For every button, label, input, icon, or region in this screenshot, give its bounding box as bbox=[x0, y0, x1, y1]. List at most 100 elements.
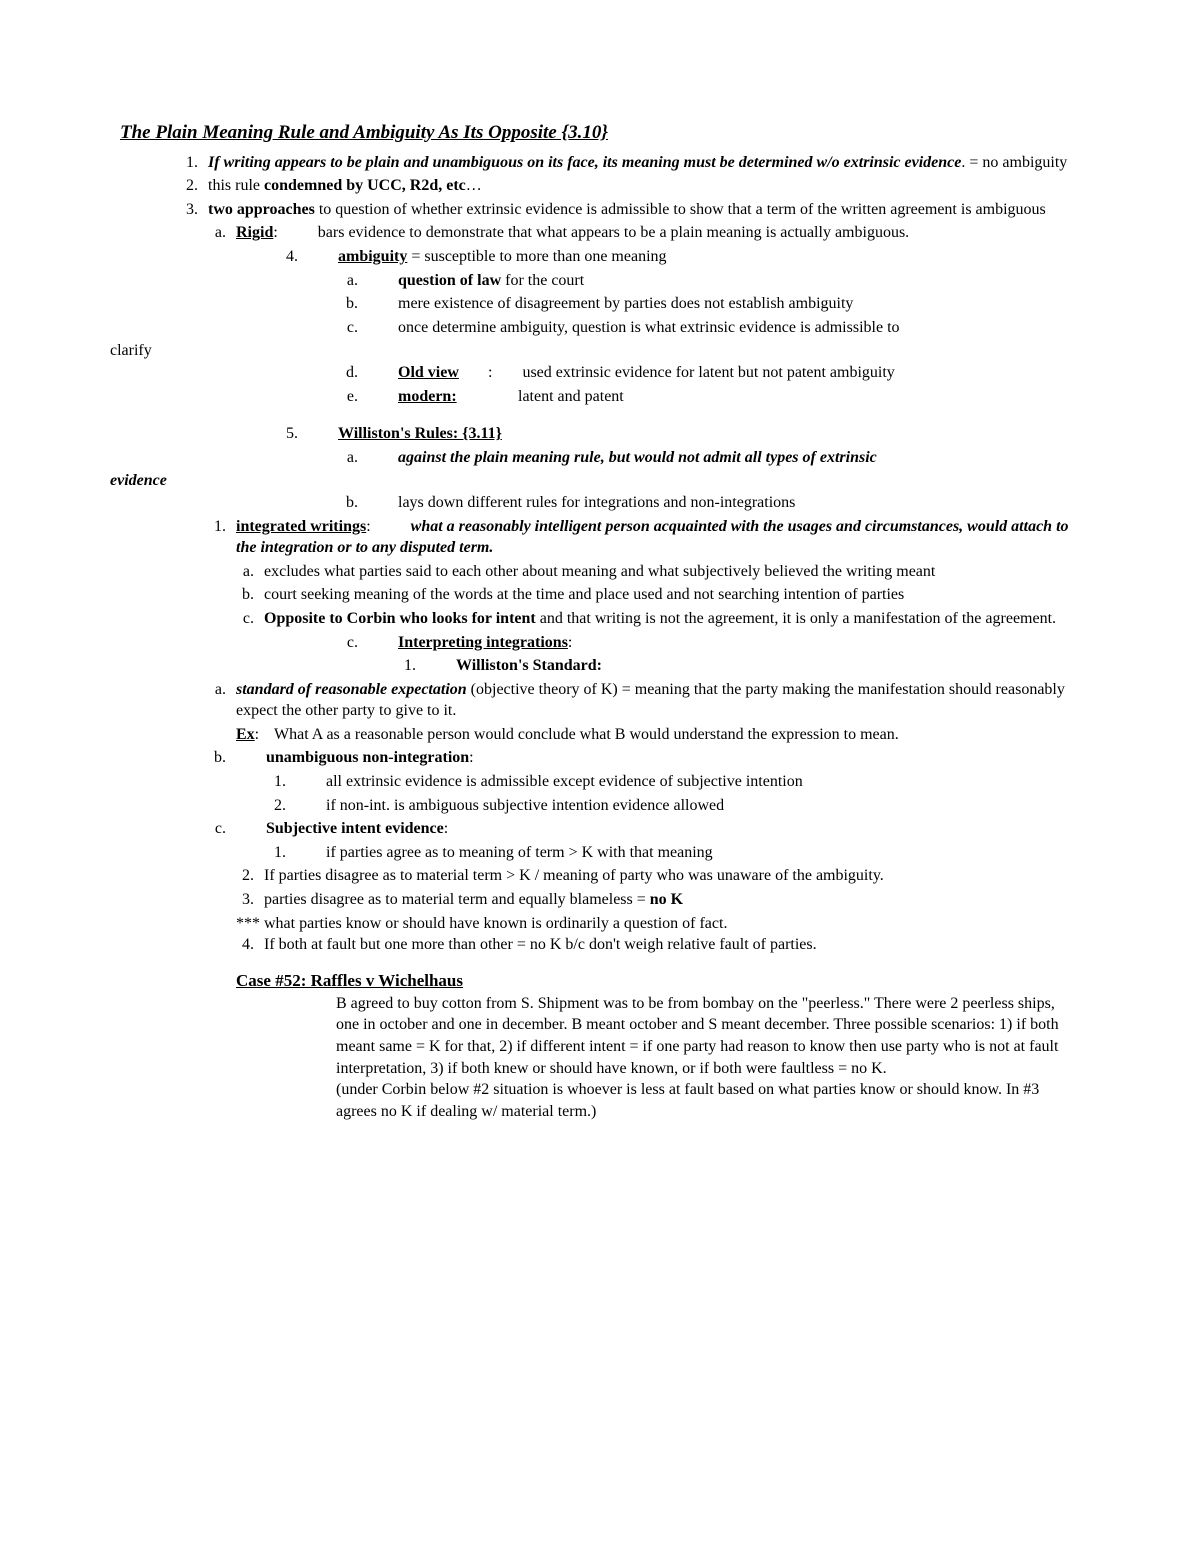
item-4a-letter: a. bbox=[340, 270, 358, 292]
item-2-bold: condemned by UCC, R2d, etc bbox=[264, 177, 466, 194]
item-4a: a. question of law for the court bbox=[340, 270, 1080, 292]
subj-2-content: If parties disagree as to material term … bbox=[264, 865, 1080, 887]
outline-continued-2: b. lays down different rules for integra… bbox=[180, 492, 1080, 1122]
ex-text: What A as a reasonable person would conc… bbox=[274, 724, 1080, 746]
item-4d-letter: d. bbox=[340, 362, 358, 384]
item-4b-content: mere existence of disagreement by partie… bbox=[368, 293, 1080, 315]
case-block: Case #52: Raffles v Wichelhaus B agreed … bbox=[236, 970, 1080, 1123]
subj-4: 4. If both at fault but one more than ot… bbox=[236, 934, 1080, 956]
item-5a: a. against the plain meaning rule, but w… bbox=[340, 447, 1080, 469]
item-1-tail: . = no ambiguity bbox=[961, 154, 1067, 171]
note-row: *** what parties know or should have kno… bbox=[236, 913, 1080, 935]
case-body: B agreed to buy cotton from S. Shipment … bbox=[336, 993, 1080, 1123]
outline-continued: d. Old view:used extrinsic evidence for … bbox=[180, 362, 1080, 468]
item-4-number: 4. bbox=[280, 246, 298, 268]
unb-letter: b. bbox=[208, 747, 226, 769]
subj-1-text: if parties agree as to meaning of term >… bbox=[326, 844, 713, 861]
int-1b-letter: b. bbox=[236, 584, 254, 606]
int-1b-content: court seeking meaning of the words at th… bbox=[264, 584, 1080, 606]
item-4b-letter: b. bbox=[340, 293, 358, 315]
item-4d-label: Old view bbox=[398, 362, 488, 384]
subj-c-label: Subjective intent evidence bbox=[266, 820, 444, 837]
std-a-content: standard of reasonable expectation (obje… bbox=[236, 679, 1080, 722]
interp-1-content: Williston's Standard: bbox=[426, 655, 1080, 677]
item-1: 1. If writing appears to be plain and un… bbox=[180, 152, 1080, 174]
subj-3-content: parties disagree as to material term and… bbox=[264, 889, 1080, 911]
item-2: 2. this rule condemned by UCC, R2d, etc… bbox=[180, 175, 1080, 197]
int-1a-letter: a. bbox=[236, 561, 254, 583]
item-1-lead: If writing appears to be plain and unamb… bbox=[208, 154, 961, 171]
item-5b-letter: b. bbox=[340, 492, 358, 514]
ex-row: Ex: What A as a reasonable person would … bbox=[236, 724, 1080, 746]
unb-2-text: if non-int. is ambiguous subjective inte… bbox=[326, 797, 724, 814]
ex-label: Ex bbox=[236, 726, 255, 743]
int-1a-content: excludes what parties said to each other… bbox=[264, 561, 1080, 583]
item-4d-content: Old view:used extrinsic evidence for lat… bbox=[368, 362, 1080, 384]
std-a-letter: a. bbox=[208, 679, 226, 722]
integrated-1-label: integrated writings bbox=[236, 518, 366, 535]
item-4-content: ambiguity = susceptible to more than one… bbox=[308, 246, 1080, 268]
std-a: a. standard of reasonable expectation (o… bbox=[208, 679, 1080, 722]
item-3a-content: Rigid:bars evidence to demonstrate that … bbox=[236, 222, 1080, 244]
item-4e: e. modern:latent and patent bbox=[340, 386, 1080, 408]
item-4-label: ambiguity bbox=[338, 248, 407, 265]
outline-root: 1. If writing appears to be plain and un… bbox=[180, 152, 1080, 339]
unb-label: unambiguous non-integration bbox=[266, 749, 469, 766]
item-2-pre: this rule bbox=[208, 177, 264, 194]
integrated-1-number: 1. bbox=[208, 516, 226, 559]
subj-2: 2. If parties disagree as to material te… bbox=[236, 865, 1080, 887]
case-title: Case #52: Raffles v Wichelhaus bbox=[236, 970, 1080, 993]
item-4b: b. mere existence of disagreement by par… bbox=[340, 293, 1080, 315]
item-4c-text: once determine ambiguity, question is wh… bbox=[398, 319, 900, 336]
subj-3-text: parties disagree as to material term and… bbox=[264, 891, 650, 908]
subj-3-bold: no K bbox=[650, 891, 683, 908]
item-5-label: Williston's Rules: {3.11} bbox=[338, 425, 502, 442]
item-5b-text: lays down different rules for integratio… bbox=[398, 494, 795, 511]
item-4e-tail: latent and patent bbox=[518, 388, 624, 405]
item-3: 3. two approaches to question of whether… bbox=[180, 199, 1080, 221]
interp-c-label: Interpreting integrations bbox=[398, 634, 568, 651]
interp-1: 1. Williston's Standard: bbox=[398, 655, 1080, 677]
unb-2: 2. if non-int. is ambiguous subjective i… bbox=[268, 795, 1080, 817]
case-p2: (under Corbin below #2 situation is whoe… bbox=[336, 1079, 1080, 1122]
item-5a-letter: a. bbox=[340, 447, 358, 469]
subj-1-content: if parties agree as to meaning of term >… bbox=[296, 842, 1080, 864]
item-5b: b. lays down different rules for integra… bbox=[340, 492, 1080, 514]
subj-3-number: 3. bbox=[236, 889, 254, 911]
item-4e-label: modern: bbox=[398, 386, 488, 408]
item-4c: c. once determine ambiguity, question is… bbox=[340, 317, 1080, 339]
case-p1: B agreed to buy cotton from S. Shipment … bbox=[336, 993, 1080, 1079]
item-5b-content: lays down different rules for integratio… bbox=[368, 492, 1080, 514]
subj-c-letter: c. bbox=[208, 818, 226, 840]
unb-1-text: all extrinsic evidence is admissible exc… bbox=[326, 773, 803, 790]
item-3-number: 3. bbox=[180, 199, 198, 221]
int-1c: c. Opposite to Corbin who looks for inte… bbox=[236, 608, 1080, 630]
item-4d-tail: used extrinsic evidence for latent but n… bbox=[522, 364, 894, 381]
item-5-content: Williston's Rules: {3.11} bbox=[308, 423, 1080, 445]
subj-c-content: Subjective intent evidence: bbox=[236, 818, 1080, 840]
subj-2-number: 2. bbox=[236, 865, 254, 887]
int-1c-tail: and that writing is not the agreement, i… bbox=[536, 610, 1056, 627]
item-5a-content: against the plain meaning rule, but woul… bbox=[368, 447, 1080, 469]
int-1a: a. excludes what parties said to each ot… bbox=[236, 561, 1080, 583]
clarify-label: clarify bbox=[110, 340, 1080, 362]
unb-1-content: all extrinsic evidence is admissible exc… bbox=[296, 771, 1080, 793]
item-3a-letter: a. bbox=[208, 222, 226, 244]
item-4a-content: question of law for the court bbox=[368, 270, 1080, 292]
unb-content: unambiguous non-integration: bbox=[236, 747, 1080, 769]
subj-c: c. Subjective intent evidence: bbox=[208, 818, 1080, 840]
item-3-tail: to question of whether extrinsic evidenc… bbox=[315, 201, 1046, 218]
subj-1-number: 1. bbox=[268, 842, 286, 864]
int-1c-bold: Opposite to Corbin who looks for intent bbox=[264, 610, 536, 627]
item-3-bold: two approaches bbox=[208, 201, 315, 218]
item-4c-letter: c. bbox=[340, 317, 358, 339]
interp-c-letter: c. bbox=[340, 632, 358, 654]
item-1-content: If writing appears to be plain and unamb… bbox=[208, 152, 1080, 174]
item-4a-tail: for the court bbox=[501, 272, 584, 289]
item-3a-label: Rigid bbox=[236, 224, 273, 241]
item-2-tail: … bbox=[466, 177, 482, 194]
item-5-number: 5. bbox=[280, 423, 298, 445]
int-1c-letter: c. bbox=[236, 608, 254, 630]
item-4: 4. ambiguity = susceptible to more than … bbox=[280, 246, 1080, 268]
item-2-content: this rule condemned by UCC, R2d, etc… bbox=[208, 175, 1080, 197]
